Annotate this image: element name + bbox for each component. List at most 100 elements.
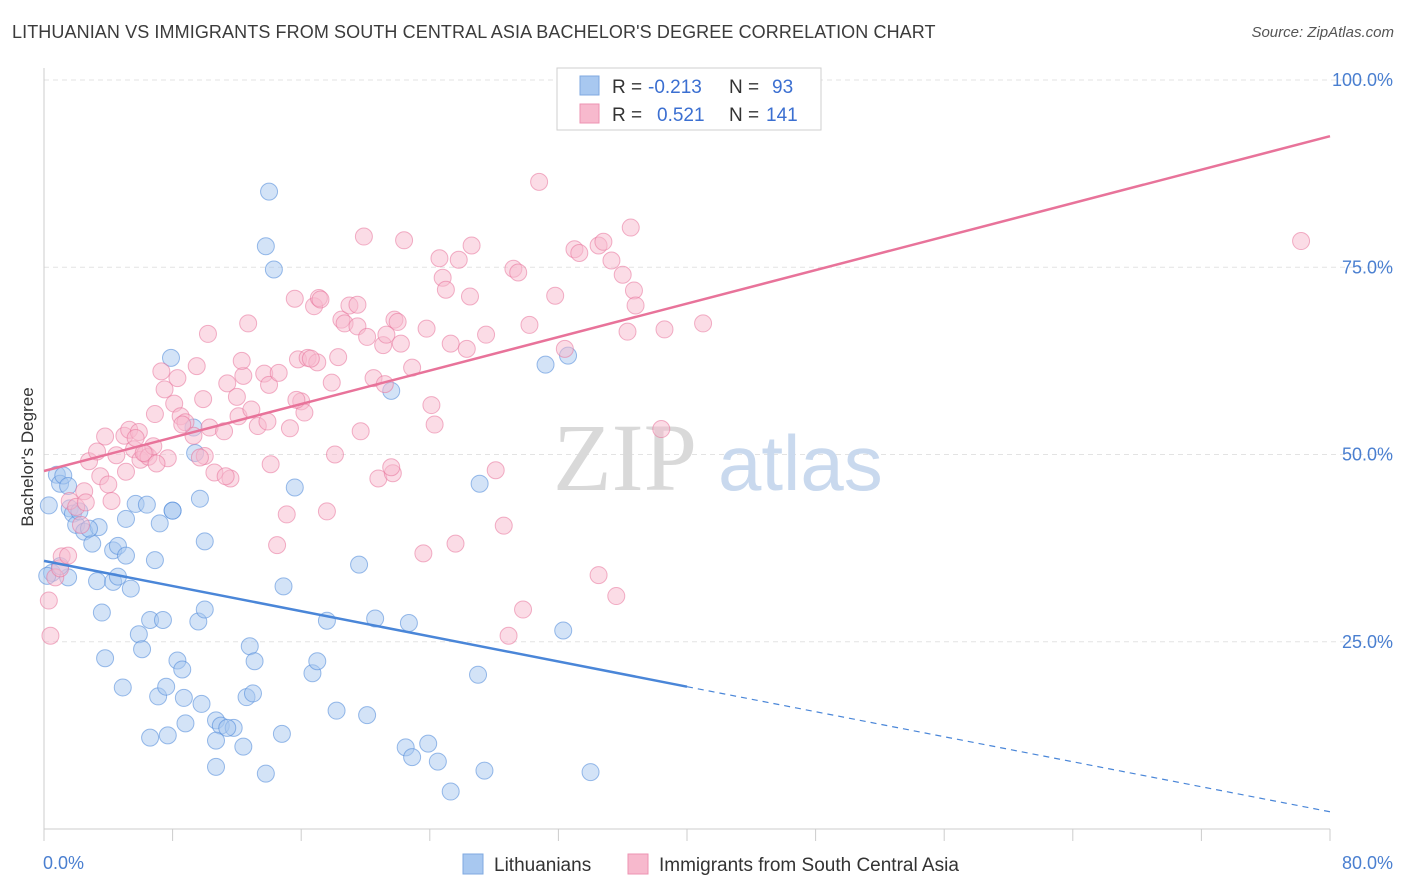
point-lithuanians-4 — [59, 476, 78, 495]
point-lithuanians-41 — [158, 726, 177, 745]
point-immigrants-97 — [446, 534, 465, 553]
point-lithuanians-29 — [153, 611, 172, 630]
point-immigrants-95 — [436, 280, 455, 299]
point-lithuanians-70 — [475, 761, 494, 780]
point-immigrants-115 — [589, 566, 608, 585]
point-immigrants-66 — [311, 290, 330, 309]
point-lithuanians-16 — [137, 495, 156, 514]
correlation-legend: R = -0.213 N = 93 R = 0.521 N = 141 — [556, 67, 822, 131]
legend-n-value-1: 93 — [772, 77, 793, 98]
point-immigrants-29 — [155, 380, 174, 399]
point-lithuanians-27 — [133, 640, 152, 659]
watermark-zip: ZIP — [553, 404, 697, 511]
y-tick-label-25: 25.0% — [1342, 632, 1393, 652]
point-lithuanians-59 — [327, 701, 346, 720]
point-immigrants-1 — [41, 626, 60, 645]
point-immigrants-69 — [325, 445, 344, 464]
trend-line-immigrants — [43, 134, 1331, 473]
point-immigrants-68 — [322, 373, 341, 392]
point-immigrants-42 — [215, 422, 234, 441]
y-tick-label-75: 75.0% — [1342, 257, 1393, 277]
data-points — [38, 172, 1311, 801]
point-immigrants-58 — [285, 289, 304, 308]
point-lithuanians-50 — [240, 637, 259, 656]
point-immigrants-129 — [126, 429, 145, 448]
point-immigrants-81 — [377, 325, 396, 344]
point-lithuanians-64 — [403, 748, 422, 767]
point-immigrants-110 — [530, 172, 549, 191]
point-immigrants-132 — [173, 415, 192, 434]
point-immigrants-55 — [269, 363, 288, 382]
point-lithuanians-66 — [419, 734, 438, 753]
point-lithuanians-38 — [174, 688, 193, 707]
watermark-atlas: atlas — [718, 419, 883, 507]
point-lithuanians-92 — [163, 501, 182, 520]
point-immigrants-119 — [607, 587, 626, 606]
point-lithuanians-39 — [192, 694, 211, 713]
point-lithuanians-72 — [581, 763, 600, 782]
point-immigrants-40 — [198, 324, 217, 343]
point-immigrants-98 — [449, 250, 468, 269]
point-lithuanians-67 — [428, 752, 447, 771]
point-lithuanians-31 — [195, 600, 214, 619]
watermark: ZIP atlas — [553, 404, 883, 511]
point-immigrants-5 — [59, 546, 78, 565]
point-lithuanians-13 — [116, 509, 135, 528]
point-immigrants-76 — [354, 227, 373, 246]
point-immigrants-84 — [382, 458, 401, 477]
point-immigrants-86 — [391, 334, 410, 353]
x-tick-label-max: 80.0% — [1342, 853, 1393, 873]
point-immigrants-108 — [514, 600, 533, 619]
point-lithuanians-54 — [274, 577, 293, 596]
point-lithuanians-76 — [256, 237, 275, 256]
point-immigrants-16 — [102, 491, 121, 510]
point-immigrants-122 — [621, 218, 640, 237]
point-lithuanians-35 — [157, 677, 176, 696]
legend-box — [556, 67, 822, 131]
point-immigrants-124 — [626, 296, 645, 315]
point-immigrants-99 — [457, 339, 476, 358]
point-lithuanians-42 — [176, 714, 195, 733]
point-immigrants-139 — [329, 348, 348, 367]
point-immigrants-87 — [395, 231, 414, 250]
point-lithuanians-58 — [272, 724, 291, 743]
point-lithuanians-68 — [441, 782, 460, 801]
series-immigrants — [39, 172, 1311, 645]
y-axis-title: Bachelor's Degree — [18, 387, 37, 526]
point-lithuanians-61 — [358, 706, 377, 725]
point-lithuanians-81 — [190, 489, 209, 508]
point-lithuanians-37 — [173, 660, 192, 679]
point-lithuanians-82 — [470, 474, 489, 493]
point-immigrants-27 — [145, 405, 164, 424]
point-lithuanians-47 — [234, 737, 253, 756]
point-immigrants-118 — [602, 251, 621, 270]
point-immigrants-8 — [71, 515, 90, 534]
point-immigrants-32 — [168, 369, 187, 388]
y-tick-label-100: 100.0% — [1332, 70, 1393, 90]
point-lithuanians-83 — [536, 355, 555, 374]
legend-r-value-1: -0.213 — [648, 77, 702, 98]
point-immigrants-134 — [216, 467, 235, 486]
legend-n-label-1: N = — [729, 77, 759, 98]
x-tick-label-min: 0.0% — [43, 853, 84, 873]
point-immigrants-48 — [232, 351, 251, 370]
point-immigrants-114 — [570, 244, 589, 263]
point-immigrants-105 — [499, 626, 518, 645]
point-lithuanians-69 — [469, 665, 488, 684]
point-immigrants-57 — [280, 419, 299, 438]
point-immigrants-91 — [422, 396, 441, 415]
point-lithuanians-56 — [308, 652, 327, 671]
point-immigrants-104 — [494, 516, 513, 535]
point-lithuanians-48 — [207, 757, 226, 776]
point-lithuanians-65 — [399, 614, 418, 633]
y-tick-labels: 25.0% 50.0% 75.0% 100.0% — [1332, 70, 1393, 652]
point-immigrants-45 — [227, 387, 246, 406]
point-lithuanians-0 — [39, 496, 58, 515]
point-immigrants-89 — [414, 544, 433, 563]
legend-swatch-bottom-lithuanians — [462, 853, 484, 875]
point-lithuanians-53 — [243, 684, 262, 703]
point-immigrants-43 — [218, 374, 237, 393]
legend-r-label-2: R = — [612, 105, 642, 126]
point-immigrants-112 — [555, 339, 574, 358]
